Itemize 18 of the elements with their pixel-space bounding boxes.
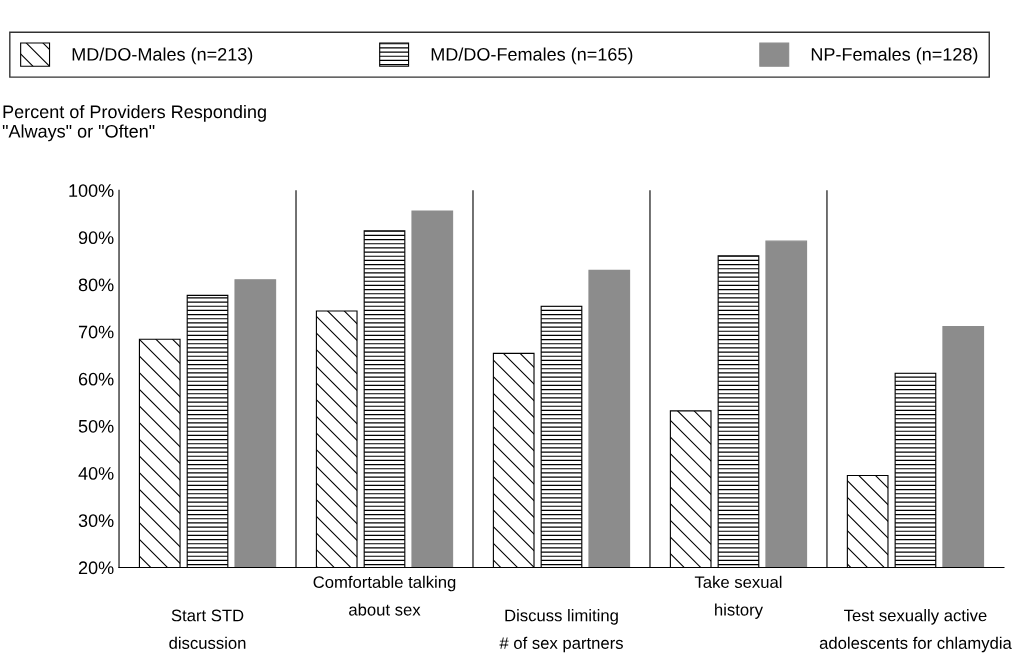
y-tick-label: 80% bbox=[78, 278, 114, 292]
y-axis-title: Percent of Providers Responding "Always" or "Often" bbox=[2, 104, 266, 142]
x-tick-label: Comfortable talking about sex bbox=[313, 575, 456, 616]
x-tick-label: Discuss limiting # of sex partners bbox=[499, 609, 623, 653]
y-tick-label: 50% bbox=[78, 419, 114, 433]
y-tick-label: 100% bbox=[69, 184, 114, 197]
x-tick-label: Test sexually active adolescents for chlamydia bbox=[819, 609, 1012, 653]
y-tick-label: 60% bbox=[78, 372, 114, 386]
y-tick-label: 90% bbox=[78, 231, 114, 245]
legend-label: MD/DO-Males (n=213) bbox=[72, 47, 253, 65]
x-tick-label: Start STD discussion bbox=[169, 609, 246, 649]
y-tick-label: 30% bbox=[78, 514, 114, 528]
legend-label: NP-Females (n=128) bbox=[811, 47, 978, 65]
y-tick-label: 70% bbox=[78, 325, 114, 339]
legend-label: MD/DO-Females (n=165) bbox=[431, 47, 633, 65]
y-tick-label: 40% bbox=[78, 467, 114, 480]
y-tick-label: 20% bbox=[78, 561, 114, 575]
x-tick-label: Take sexual history bbox=[694, 575, 782, 619]
